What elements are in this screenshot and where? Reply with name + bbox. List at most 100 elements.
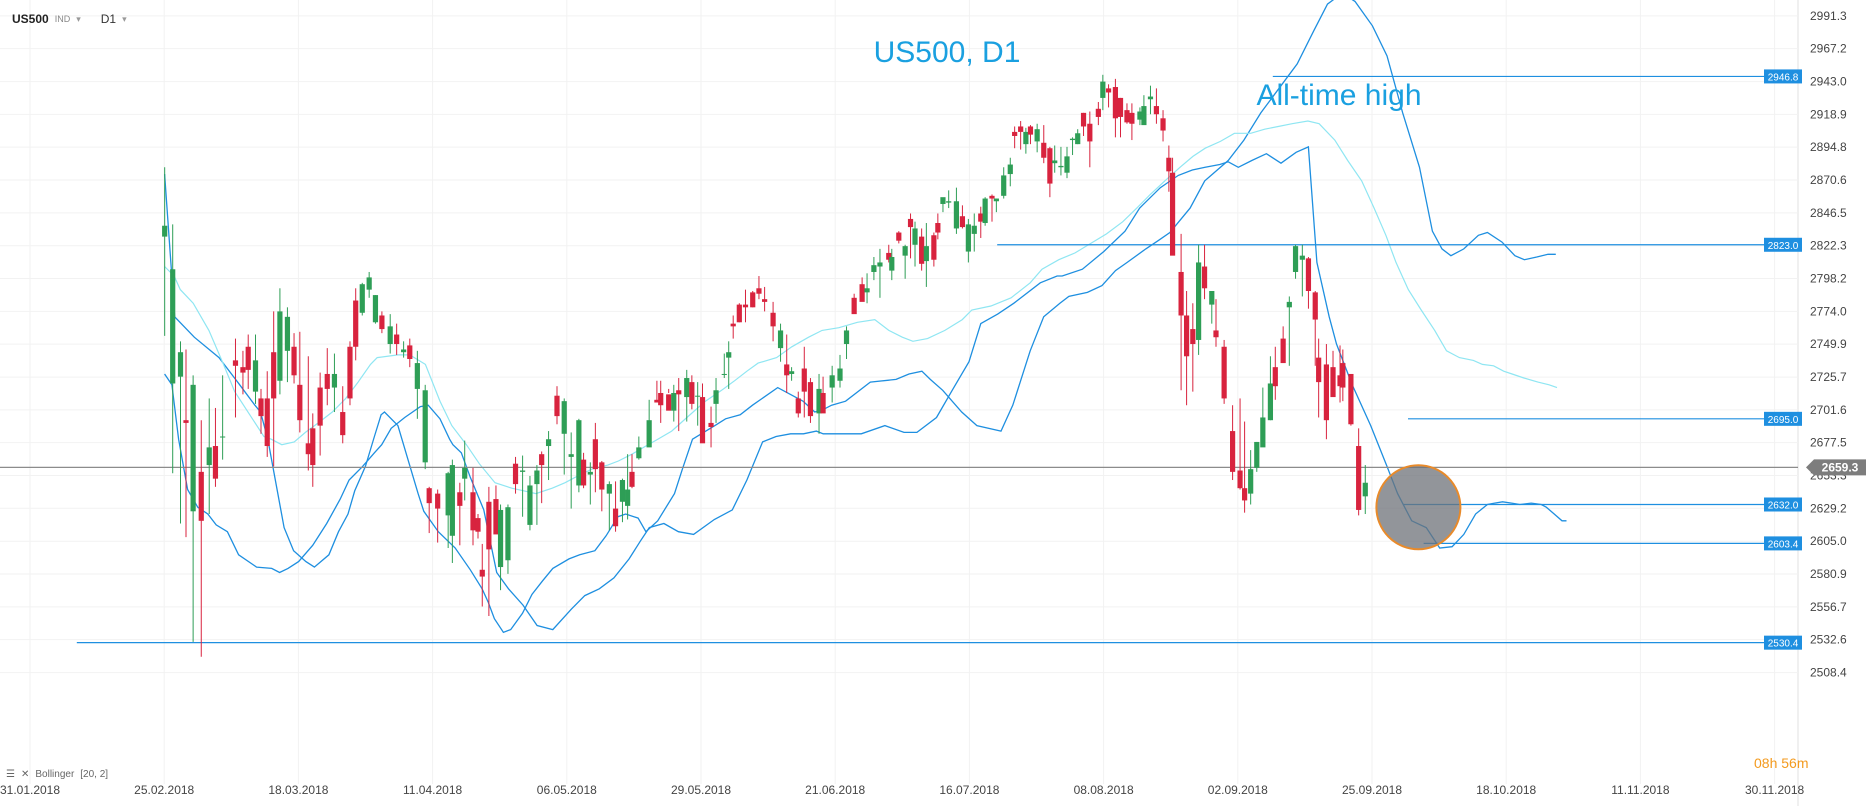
candle-body [1316,357,1322,383]
candle-body [756,288,762,294]
y-tick-label: 2918.9 [1810,107,1847,121]
candle-body [820,392,826,414]
close-icon[interactable]: ✕ [20,769,30,780]
candle-body [170,269,176,384]
candle-body [206,447,212,466]
candle-body [989,195,995,199]
candle-body [1323,364,1329,421]
candle-body [324,373,330,389]
candle-body [592,439,598,470]
candle-body [636,447,642,459]
candle-body [183,420,189,423]
candle-body [1058,165,1064,168]
candle-body [1267,383,1274,421]
candle-body [676,390,682,395]
candle-body [864,288,870,293]
candle-body [859,284,865,302]
indicator-tag[interactable]: ☰ ✕ Bollinger [20, 2] [6,769,108,780]
highlight-group [1375,464,1462,551]
settings-icon[interactable]: ☰ [6,769,15,780]
candle-body [1330,367,1336,398]
candle-body [907,218,914,228]
indicator-name: Bollinger [35,769,75,780]
candle-body [372,295,379,323]
candle-body [1221,346,1227,399]
candle-body [666,394,672,411]
candle-body [519,470,526,472]
candle-body [982,198,988,224]
candle-body [1340,363,1346,388]
candle-body [1229,431,1236,472]
candle-body [401,349,407,353]
candle-body [843,330,850,345]
y-tick-label: 2798.2 [1810,271,1847,285]
candle-body [545,439,552,447]
x-tick-label: 18.10.2018 [1476,783,1536,797]
candle-body [271,352,277,399]
y-tick-label: 2629.2 [1810,501,1847,515]
candle-body [486,501,492,550]
candle-body [1124,110,1130,123]
symbol-label[interactable]: US500 [12,12,49,26]
candle-body [931,235,937,260]
candle-body [959,216,966,228]
horizontal-levels: 2946.8 2823.0 2695.0 2632.0 2603.4 2530.4 [0,69,1802,650]
timeframe-label[interactable]: D1 [100,12,117,26]
y-tick-label: 2967.2 [1810,42,1847,56]
candle-body [264,398,270,447]
level-label: 2823.0 [1768,241,1799,252]
y-tick-label: 2943.0 [1810,75,1847,89]
chevron-down-icon[interactable]: ▾ [122,13,127,24]
x-tick-label: 25.02.2018 [134,783,194,797]
candle-body [689,382,695,404]
candle-body [394,334,400,345]
candle-body [493,499,499,535]
candle-body [162,225,168,237]
candle-body [470,492,476,531]
candle-body [505,507,511,561]
candle-body [1047,148,1053,184]
candle-body [1129,112,1135,124]
candle-body [837,368,843,381]
candle-body [340,412,346,436]
level-label: 2530.4 [1768,639,1799,650]
candle-body [1242,488,1248,501]
candle-body [240,367,246,373]
candle-body [971,225,977,234]
candle-body [1280,338,1286,364]
candle-body [512,463,519,485]
level-badge [1764,635,1802,650]
candle-body [1141,106,1147,126]
current-price-badge [1806,459,1866,476]
candle-body [284,316,291,351]
candle-body [258,398,264,417]
candle-body [1260,417,1266,448]
candle-body [245,346,251,370]
chart-toolbar: US500 IND ▾ D1 ▾ [12,10,127,28]
candle-body [1137,111,1143,120]
candle-body [1190,329,1196,345]
candle-body [1069,138,1076,141]
candle-body [871,265,877,272]
y-tick-label: 2556.7 [1810,600,1847,614]
candle-body [1147,96,1154,100]
candle-body [445,473,451,516]
price-axis: 2991.3 2967.2 2943.0 2918.9 2894.8 2870.6 2846… [1806,9,1866,680]
level-label: 2695.0 [1768,415,1799,426]
y-tick-label: 2677.5 [1810,436,1847,450]
candle-body [534,470,540,485]
y-tick-label: 2822.3 [1810,239,1847,253]
chevron-down-icon[interactable]: ▾ [76,13,81,24]
candle-body [1183,315,1190,357]
y-tick-label: 2532.6 [1810,633,1847,647]
candle-body [1105,88,1112,93]
candle-body [599,462,605,490]
candle-body [1169,172,1176,256]
candle-body [407,345,413,359]
candle-body [1117,97,1124,117]
candle-body [625,489,631,506]
candle-body [1272,367,1278,387]
candle-body [479,569,485,577]
